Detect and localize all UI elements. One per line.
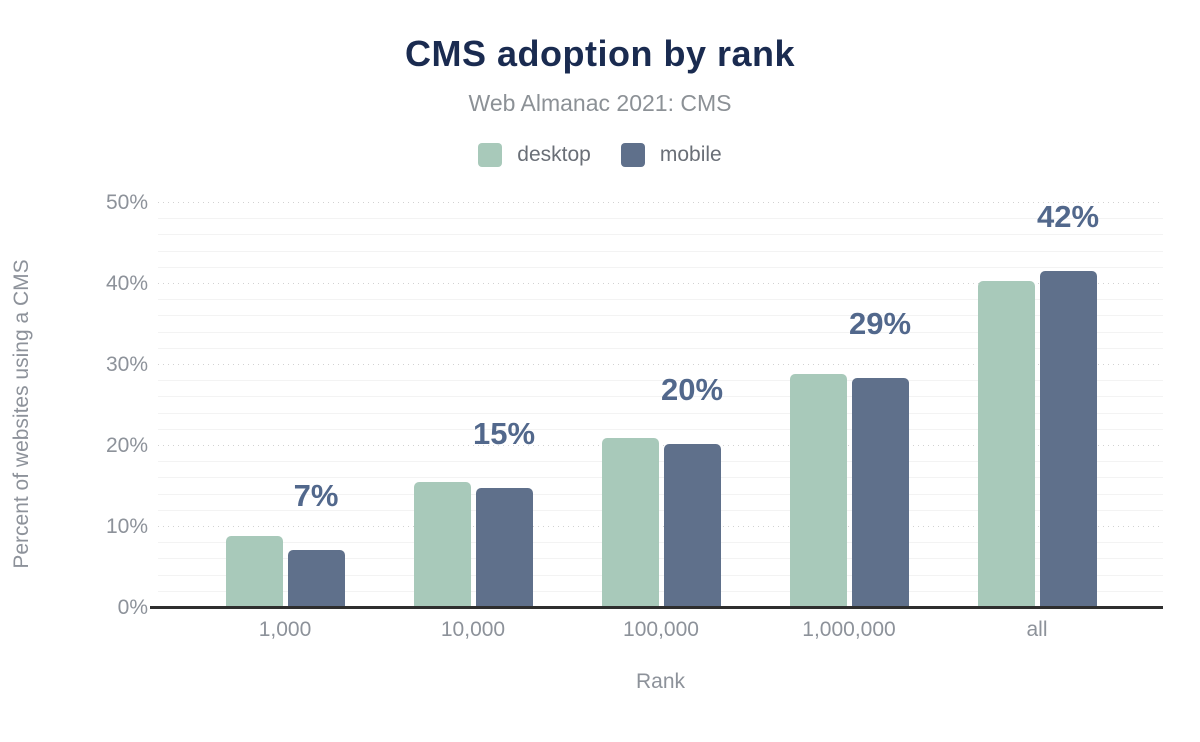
bar-mobile-10,000 xyxy=(475,488,533,608)
x-tick-1000000: 1,000,000 xyxy=(802,618,896,641)
bar-value-label-1,000,000: 29% xyxy=(848,306,912,341)
chart-subtitle: Web Almanac 2021: CMS xyxy=(468,90,732,116)
y-tick-20pct: 20% xyxy=(105,434,148,457)
gridline-minor-28 xyxy=(158,380,1163,382)
bar-value-label-10,000: 15% xyxy=(472,416,536,451)
x-tick-10000: 10,000 xyxy=(440,618,506,641)
gridline-minor-22 xyxy=(158,428,1163,430)
gridline-major-40 xyxy=(158,283,1163,284)
plot-area: 7% 15% 20% 29% 42% xyxy=(158,199,1163,608)
y-tick-0pct: 0% xyxy=(117,596,148,619)
gridline-minor-46 xyxy=(158,234,1163,236)
gridline-minor-32 xyxy=(158,347,1163,349)
bar-desktop-100,000 xyxy=(601,438,659,608)
bar-mobile-1,000 xyxy=(287,550,345,608)
legend-label-desktop: desktop xyxy=(517,143,591,166)
gridline-minor-2 xyxy=(158,590,1163,592)
legend-swatch-mobile xyxy=(620,143,645,167)
gridline-minor-18 xyxy=(158,461,1163,463)
bar-mobile-100,000 xyxy=(663,444,721,608)
legend: desktop mobile xyxy=(0,143,1200,167)
legend-swatch-desktop xyxy=(478,143,503,167)
gridline-minor-26 xyxy=(158,396,1163,398)
y-tick-40pct: 40% xyxy=(105,272,148,295)
gridline-minor-38 xyxy=(158,299,1163,301)
bar-mobile-1,000,000 xyxy=(851,378,909,608)
legend-item-mobile: mobile xyxy=(620,143,722,167)
bar-mobile-all xyxy=(1039,271,1097,608)
x-tick-all: all xyxy=(1026,618,1048,641)
gridline-major-50 xyxy=(158,202,1163,203)
gridline-major-10 xyxy=(158,526,1163,527)
gridline-minor-44 xyxy=(158,250,1163,252)
gridline-minor-4 xyxy=(158,574,1163,576)
x-axis-title: Rank xyxy=(635,670,686,693)
bar-desktop-10,000 xyxy=(413,482,471,608)
bar-desktop-all xyxy=(977,281,1035,608)
bar-value-label-1,000: 7% xyxy=(293,478,339,513)
gridline-minor-48 xyxy=(158,218,1163,220)
gridline-major-20 xyxy=(158,445,1163,446)
gridline-major-30 xyxy=(158,364,1163,365)
gridline-minor-36 xyxy=(158,315,1163,317)
x-tick-100000: 100,000 xyxy=(623,618,699,641)
bar-value-label-100,000: 20% xyxy=(660,372,724,407)
gridline-minor-8 xyxy=(158,542,1163,544)
gridline-minor-24 xyxy=(158,412,1163,414)
gridline-minor-14 xyxy=(158,493,1163,495)
gridline-minor-16 xyxy=(158,477,1163,479)
y-tick-30pct: 30% xyxy=(105,353,148,376)
gridline-minor-12 xyxy=(158,509,1163,511)
y-axis-title: Percent of websites using a CMS xyxy=(10,259,33,569)
gridline-minor-34 xyxy=(158,331,1163,333)
x-axis-baseline xyxy=(150,606,1163,609)
gridline-minor-6 xyxy=(158,558,1163,560)
bar-value-label-all: 42% xyxy=(1036,199,1100,234)
y-tick-50pct: 50% xyxy=(105,191,148,214)
bar-desktop-1,000 xyxy=(225,536,283,608)
chart-title: CMS adoption by rank xyxy=(404,33,796,74)
bar-desktop-1,000,000 xyxy=(789,374,847,608)
legend-item-desktop: desktop xyxy=(478,143,591,167)
gridline-minor-42 xyxy=(158,266,1163,268)
x-tick-1000: 1,000 xyxy=(258,618,312,641)
y-tick-10pct: 10% xyxy=(105,515,148,538)
legend-label-mobile: mobile xyxy=(659,143,722,166)
